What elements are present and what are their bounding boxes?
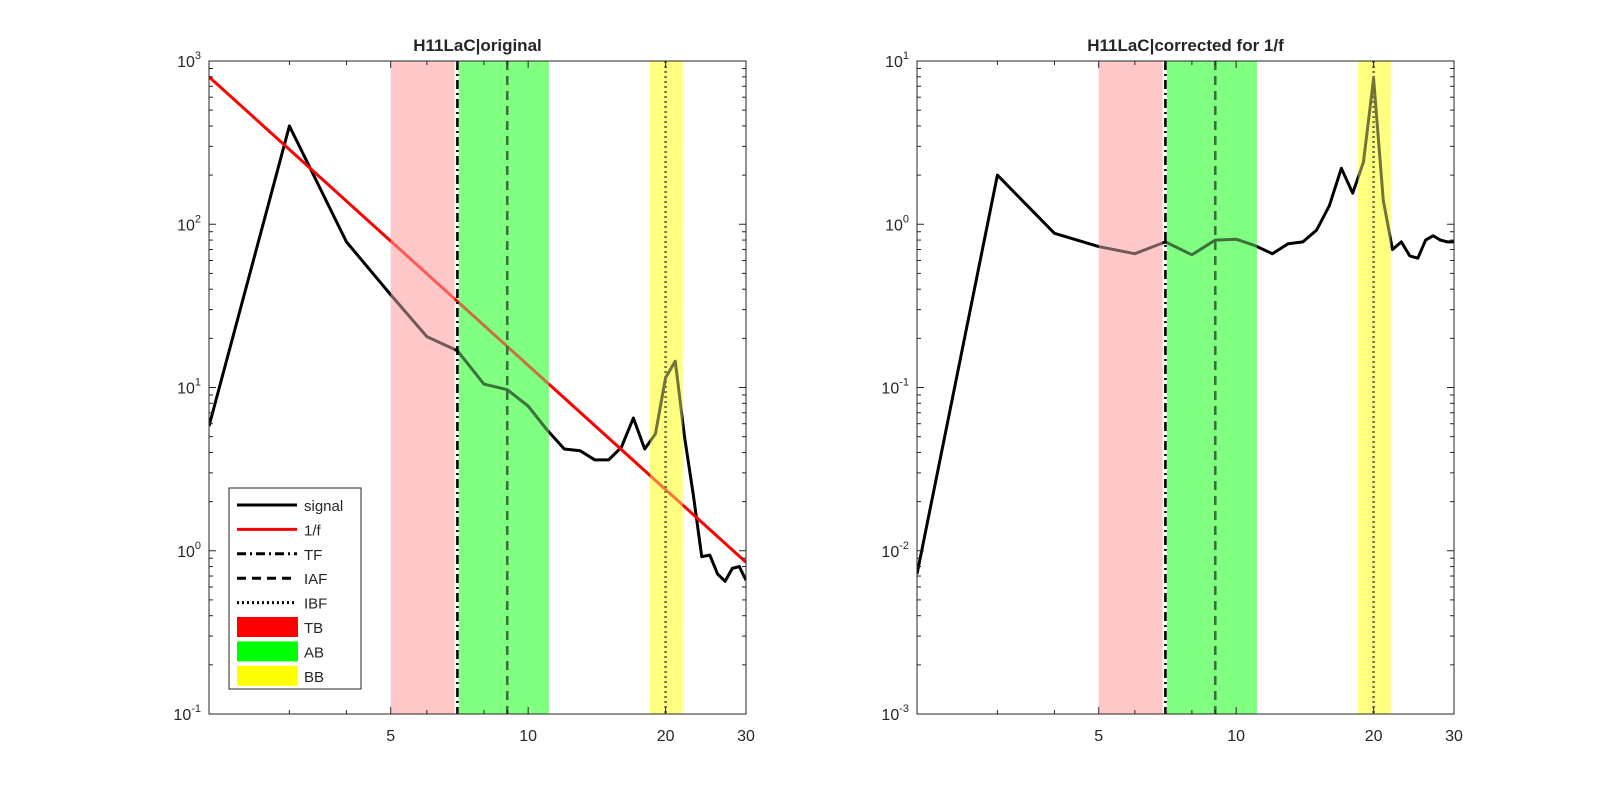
y-tick-label: 103 xyxy=(177,50,201,71)
legend-label: IBF xyxy=(304,596,327,613)
series-line-signal xyxy=(209,124,746,583)
tick-exponent: 0 xyxy=(195,540,201,552)
tick-exponent: -1 xyxy=(899,377,909,389)
band-tb xyxy=(1098,61,1163,714)
x-tick-label: 20 xyxy=(1365,728,1383,745)
tick-base: 10 xyxy=(885,54,903,71)
tick-base: 10 xyxy=(881,381,899,398)
x-tick-label: 30 xyxy=(737,728,755,745)
tick-exponent: 0 xyxy=(903,213,909,225)
tick-exponent: -1 xyxy=(191,703,201,715)
y-tick-label: 10-1 xyxy=(173,703,201,724)
legend-item: BB xyxy=(237,665,324,686)
band-ab xyxy=(1166,61,1257,714)
y-tick-label: 101 xyxy=(177,377,201,398)
series-line-one-over-f xyxy=(209,75,746,564)
legend-item: TB xyxy=(237,617,323,637)
y-tick-label: 102 xyxy=(177,213,201,234)
legend-item: AB xyxy=(237,641,324,662)
tick-base: 10 xyxy=(177,54,195,71)
tick-base: 10 xyxy=(177,381,195,398)
x-tick-label: 30 xyxy=(1445,728,1463,745)
tick-exponent: -3 xyxy=(899,703,909,715)
tick-base: 10 xyxy=(177,217,195,234)
tick-exponent: 1 xyxy=(903,50,909,62)
legend-label: 1/f xyxy=(304,522,322,539)
band-overlay-bb xyxy=(650,61,683,714)
y-tick-label: 100 xyxy=(885,213,909,234)
band-tb xyxy=(390,61,455,714)
y-tick-label: 10-1 xyxy=(881,377,909,398)
legend-label: BB xyxy=(304,669,324,686)
y-tick-label: 100 xyxy=(177,540,201,561)
band-overlay-ab xyxy=(458,61,549,714)
legend: signal 1/f TF IAF IBF TB AB BB xyxy=(228,487,362,690)
tick-base: 10 xyxy=(881,544,899,561)
x-tick-label: 5 xyxy=(1094,728,1103,745)
chart-title: H11LaC|original xyxy=(413,36,542,55)
legend-label: TF xyxy=(304,547,322,564)
band-overlay-tb xyxy=(1098,61,1163,714)
legend-swatch xyxy=(237,641,298,662)
band-overlay-bb xyxy=(1358,61,1391,714)
y-tick-label: 10-3 xyxy=(881,703,909,724)
series-line-signal xyxy=(917,77,1454,575)
tick-exponent: 3 xyxy=(195,50,201,62)
band-overlay-ab xyxy=(1166,61,1257,714)
legend-swatch xyxy=(237,617,298,637)
x-tick-label: 5 xyxy=(386,728,395,745)
legend-item: IBF xyxy=(237,596,327,613)
tick-exponent: -2 xyxy=(899,540,909,552)
legend-label: signal xyxy=(304,498,343,515)
tick-base: 10 xyxy=(177,544,195,561)
legend-label: AB xyxy=(304,644,324,661)
y-tick-label: 101 xyxy=(885,50,909,71)
legend-item: signal xyxy=(237,498,343,515)
tick-base: 10 xyxy=(885,217,903,234)
tick-exponent: 1 xyxy=(195,377,201,389)
y-tick-label: 10-2 xyxy=(881,540,909,561)
legend-label: TB xyxy=(304,620,323,637)
x-tick-label: 10 xyxy=(1227,728,1245,745)
legend-swatch xyxy=(237,665,298,686)
tick-base: 10 xyxy=(173,707,191,724)
tick-exponent: 2 xyxy=(195,213,201,225)
x-tick-label: 10 xyxy=(519,728,537,745)
legend-item: 1/f xyxy=(237,522,322,539)
band-overlay-tb xyxy=(390,61,455,714)
chart-title: H11LaC|corrected for 1/f xyxy=(1087,36,1284,55)
tick-base: 10 xyxy=(881,707,899,724)
legend-item: TF xyxy=(237,547,322,564)
x-tick-label: 20 xyxy=(657,728,675,745)
legend-label: IAF xyxy=(304,571,327,588)
legend-item: IAF xyxy=(237,571,327,588)
